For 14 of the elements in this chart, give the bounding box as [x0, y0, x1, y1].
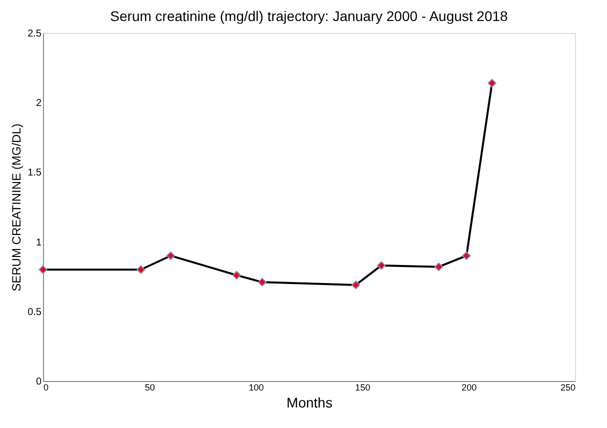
x-axis-title: Months	[286, 394, 332, 410]
x-tick-label: 0	[44, 382, 49, 392]
chart-title: Serum creatinine (mg/dl) trajectory: January 2000 - August 2018	[110, 8, 508, 24]
y-tick-label: 2	[36, 98, 42, 110]
y-tick-label: 1.5	[28, 168, 42, 179]
y-tick-label: 1	[36, 237, 42, 248]
x-tick-label: 50	[144, 382, 155, 392]
x-tick-label: 200	[462, 382, 477, 392]
y-tick-label: 2.5	[28, 28, 42, 40]
y-tick-label: 0.5	[28, 306, 42, 318]
y-axis-title: SERUM CREATININE (MG/DL)	[10, 124, 24, 292]
x-tick-label: 100	[248, 382, 264, 392]
x-tick-label: 250	[560, 382, 576, 392]
x-tick-label: 150	[355, 382, 370, 392]
